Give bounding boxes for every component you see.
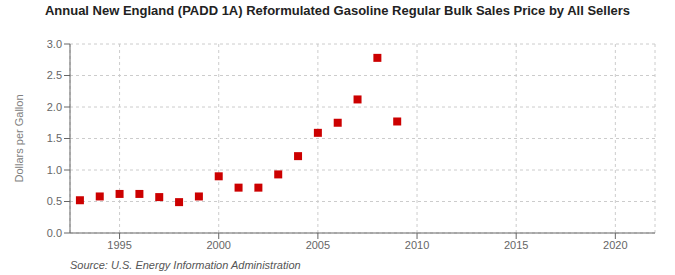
svg-text:2.0: 2.0 <box>47 101 62 113</box>
svg-text:Dollars per Gallon: Dollars per Gallon <box>13 94 25 182</box>
svg-text:1.0: 1.0 <box>47 164 62 176</box>
svg-text:0.0: 0.0 <box>47 227 62 239</box>
html-text:Source: U.S. Energy Informatio: Source: U.S. Energy Information Administ… <box>70 259 301 271</box>
svg-text:2005: 2005 <box>306 239 330 251</box>
svg-text:2020: 2020 <box>603 239 627 251</box>
svg-text:1.5: 1.5 <box>47 132 62 144</box>
svg-text:3.0: 3.0 <box>47 38 62 50</box>
html-text:Annual New England (PADD 1A) R: Annual New England (PADD 1A) Reformulate… <box>44 3 631 18</box>
svg-text:2.5: 2.5 <box>47 69 62 81</box>
svg-text:0.5: 0.5 <box>47 195 62 207</box>
svg-text:2010: 2010 <box>405 239 429 251</box>
svg-text:2015: 2015 <box>504 239 528 251</box>
svg-text:2000: 2000 <box>206 239 230 251</box>
svg-text:1995: 1995 <box>107 239 131 251</box>
